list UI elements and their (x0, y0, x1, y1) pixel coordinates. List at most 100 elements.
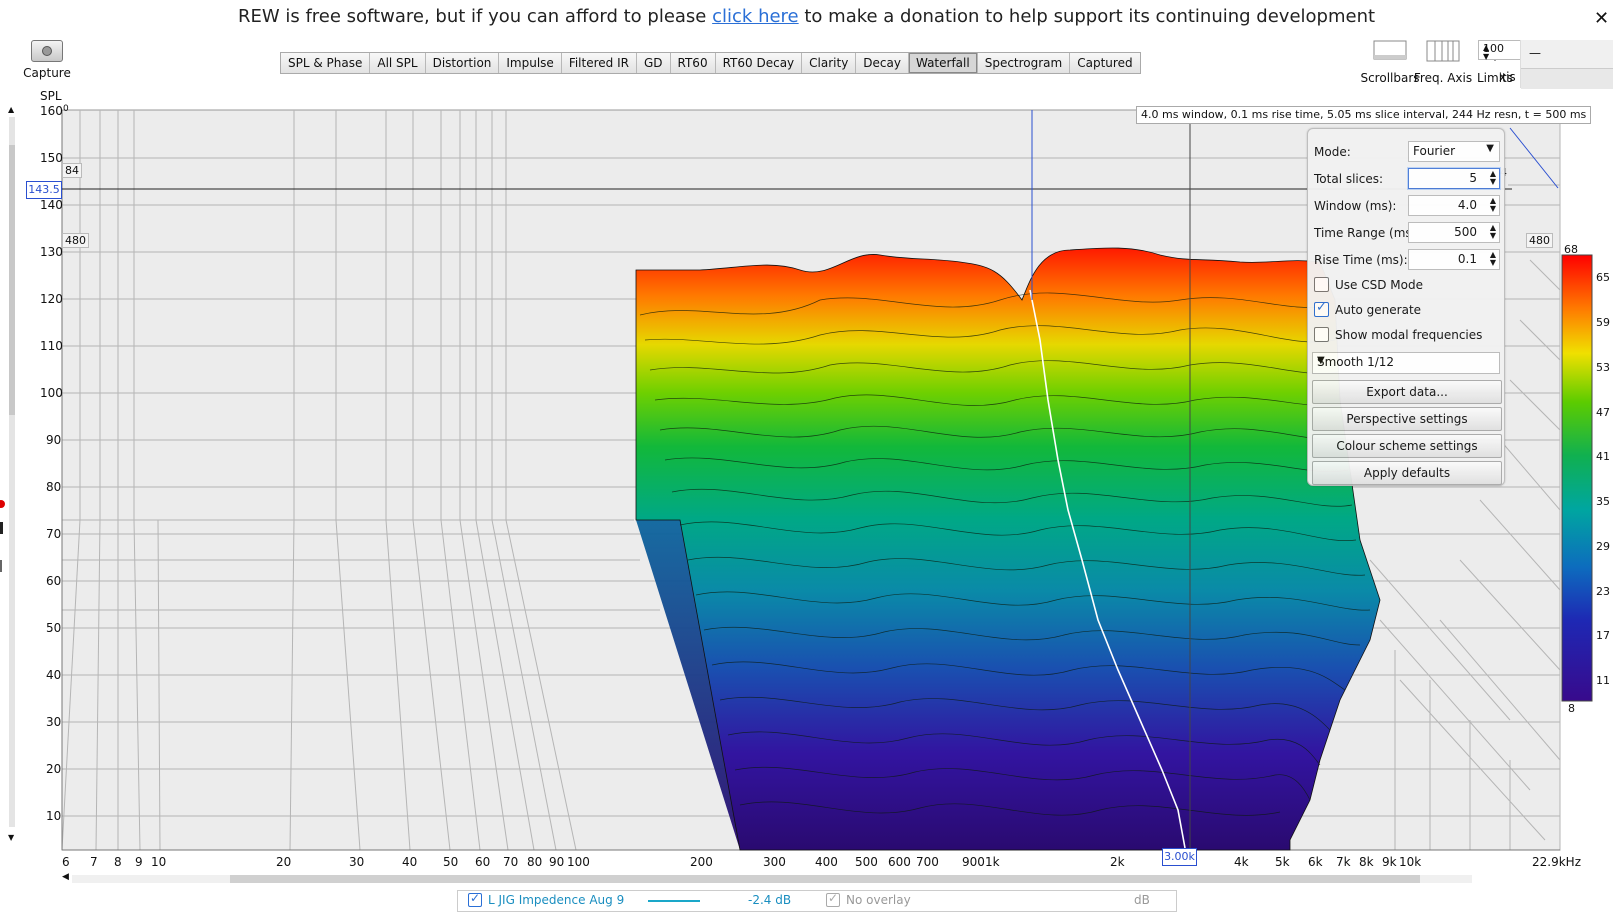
cursor-x-readout: 3.00k (1162, 848, 1197, 866)
smoothing-select[interactable]: Smooth 1/12 ▼ (1312, 352, 1500, 374)
spinner-icon[interactable]: ▲ ▼ (1489, 196, 1496, 213)
apply-defaults-button[interactable]: Apply defaults (1312, 461, 1502, 485)
tab-rt60[interactable]: RT60 (670, 53, 716, 73)
slices-input[interactable]: 5 ▲ ▼ (1408, 168, 1500, 189)
mode-select[interactable]: Fourier ▼ (1408, 141, 1500, 162)
waterfall-settings-panel: Mode: Fourier ▼ Total slices: 5 ▲ ▼ Windo… (1307, 128, 1505, 486)
y-tick: 60 (46, 574, 62, 588)
tab-waterfall[interactable]: Waterfall (908, 53, 978, 73)
x-tick: 50 (443, 855, 459, 869)
x-tick: 8 (114, 855, 122, 869)
perspective-settings-button[interactable]: Perspective settings (1312, 407, 1502, 431)
overlay-checkbox[interactable]: No overlay (826, 891, 911, 907)
y-zero-mark: 0 (63, 104, 69, 114)
limits-value-field[interactable]: 100 ▲ ▼ (1478, 40, 1522, 61)
camera-icon (31, 40, 63, 62)
measurement-checkbox[interactable]: L JIG Impedence Aug 9 (468, 891, 624, 907)
toolbar-strip (1521, 68, 1613, 89)
x-tick: 80 (527, 855, 543, 869)
colour-scale-tick: 53 (1596, 361, 1610, 374)
tab-gd[interactable]: GD (636, 53, 671, 73)
x-tick: 200 (690, 855, 713, 869)
close-icon[interactable]: ✕ (1594, 8, 1610, 29)
tab-spl-phase[interactable]: SPL & Phase (281, 53, 371, 73)
auto-generate-checkbox[interactable]: Auto generate (1314, 300, 1422, 317)
overlay-unit: dB (1134, 893, 1150, 907)
y-tick: 90 (46, 433, 62, 447)
tab-spectrogram[interactable]: Spectrogram (977, 53, 1071, 73)
scroll-thumb[interactable] (230, 875, 1420, 883)
window-input[interactable]: 4.0 ▲ ▼ (1408, 195, 1500, 216)
x-tick: 2k (1110, 855, 1125, 869)
x-tick: 9k (1382, 855, 1397, 869)
scroll-track[interactable] (9, 117, 15, 827)
csd-mode-label: Use CSD Mode (1335, 277, 1423, 292)
colour-scale-min: 8 (1568, 702, 1575, 715)
x-tick: 700 (916, 855, 939, 869)
window-label: Window (ms): (1314, 199, 1397, 213)
smoothing-value: Smooth 1/12 (1317, 355, 1395, 369)
range-value: 500 (1454, 225, 1477, 239)
freq-axis-button[interactable]: Freq. Axis (1412, 40, 1474, 85)
spinner-icon[interactable]: ▲ ▼ (1489, 169, 1496, 186)
modal-frequencies-checkbox[interactable]: Show modal frequencies (1314, 327, 1482, 342)
csd-mode-checkbox[interactable]: Use CSD Mode (1314, 277, 1423, 292)
tab-all-spl[interactable]: All SPL (370, 53, 426, 73)
x-tick: 7k (1336, 855, 1351, 869)
y-tick: 130 (40, 245, 63, 259)
checkbox-checked-icon (468, 891, 482, 907)
y-tick: 120 (40, 292, 63, 306)
scroll-down-icon[interactable]: ▼ (8, 833, 15, 842)
rise-input[interactable]: 0.1 ▲ ▼ (1408, 249, 1500, 270)
tab-captured[interactable]: Captured (1070, 53, 1140, 73)
colour-scheme-settings-button[interactable]: Colour scheme settings (1312, 434, 1502, 458)
y-tick: 70 (46, 527, 62, 541)
rise-value: 0.1 (1457, 252, 1477, 266)
x-tick: 600 (888, 855, 911, 869)
tab-filtered-ir[interactable]: Filtered IR (561, 53, 637, 73)
colour-scale-tick: 17 (1596, 629, 1610, 642)
tab-rt60-decay[interactable]: RT60 Decay (715, 53, 803, 73)
toolbar-extension: — xis (1499, 40, 1613, 89)
x-tick: 10 (151, 855, 167, 869)
scroll-left-icon[interactable]: ◀ (62, 872, 69, 882)
x-tick: 300 (763, 855, 786, 869)
tab-distortion[interactable]: Distortion (425, 53, 500, 73)
mode-value: Fourier (1413, 144, 1456, 158)
x-tick: 90 (549, 855, 565, 869)
range-input[interactable]: 500 ▲ ▼ (1408, 222, 1500, 243)
x-tick: 6 (62, 855, 70, 869)
auto-generate-label: Auto generate (1335, 302, 1422, 317)
spinner-icon[interactable]: ▲ ▼ (1483, 43, 1490, 61)
x-tick: 4k (1234, 855, 1249, 869)
chevron-down-icon: ▼ (1486, 143, 1494, 154)
tab-decay[interactable]: Decay (856, 53, 909, 73)
colour-scale-tick: 41 (1596, 450, 1610, 463)
tab-clarity[interactable]: Clarity (802, 53, 857, 73)
y-axis-label: SPL (40, 89, 62, 103)
y-tick: 30 (46, 715, 62, 729)
scroll-thumb[interactable] (9, 145, 15, 415)
x-tick: 60 (475, 855, 491, 869)
donation-link[interactable]: click here (712, 6, 799, 27)
spinner-icon[interactable]: ▲ ▼ (1489, 223, 1496, 240)
horizontal-scrollbar[interactable]: ◀ (62, 872, 1472, 884)
tab-impulse[interactable]: Impulse (499, 53, 562, 73)
capture-button[interactable]: Capture (22, 40, 72, 80)
x-tick: 500 (855, 855, 878, 869)
cursor-y-readout: 143.5 (26, 181, 62, 199)
scroll-up-icon[interactable]: ▲ (8, 105, 15, 114)
measurement-legend: L JIG Impedence Aug 9 -2.4 dB No overlay… (457, 890, 1177, 912)
export-data-button[interactable]: Export data... (1312, 380, 1502, 404)
overlay-label: No overlay (846, 893, 911, 907)
minimize-icon[interactable]: — (1529, 46, 1541, 60)
waterfall-surface (635, 247, 1381, 851)
scrollbars-button[interactable]: Scrollbars (1355, 40, 1425, 85)
y-tick: 20 (46, 762, 62, 776)
range-label: Time Range (ms): (1314, 226, 1421, 240)
spinner-icon[interactable]: ▲ ▼ (1489, 250, 1496, 267)
vertical-scrollbar[interactable]: ▲ ▼ (6, 105, 18, 845)
scrollbars-icon (1373, 40, 1407, 60)
grid-lines (61, 110, 1561, 851)
colour-scale-tick: 59 (1596, 316, 1610, 329)
